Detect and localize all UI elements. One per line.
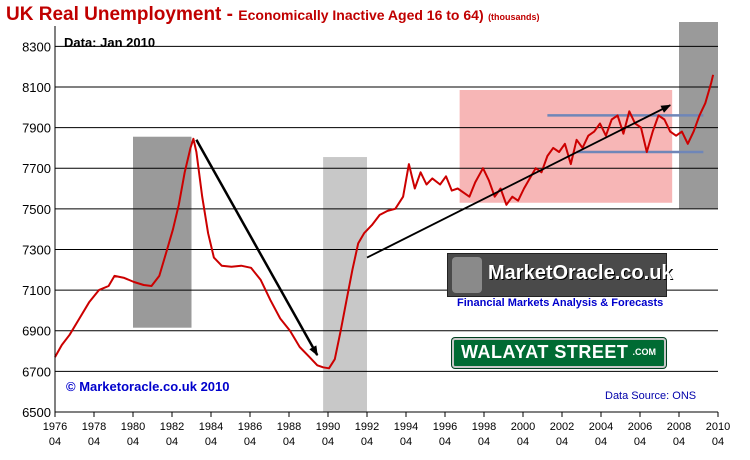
trend-arrow	[195, 139, 319, 356]
x-tick-label-year: 2002	[550, 421, 574, 433]
x-tick-label-quarter: 04	[205, 436, 217, 448]
thinker-statue-icon	[452, 257, 482, 293]
x-tick-label-quarter: 04	[49, 436, 61, 448]
x-tick-label-year: 1986	[238, 421, 262, 433]
x-tick-label-quarter: 04	[556, 436, 568, 448]
y-tick-label: 7100	[22, 283, 51, 298]
marketoracle-banner: MarketOracle.co.uk	[447, 253, 673, 297]
marketoracle-tagline: Financial Markets Analysis & Forecasts	[457, 297, 664, 309]
light-grey-period-box	[323, 157, 367, 412]
y-tick-label: 8100	[22, 80, 51, 95]
axis-layer: 6500 6700 6900 7100 7300 7500 7700 7900 8100 8300…	[22, 26, 730, 448]
x-tick-label-year: 1992	[355, 421, 379, 433]
x-tick-label-quarter: 04	[439, 436, 451, 448]
y-tick-label: 7500	[22, 202, 51, 217]
x-tick-label-quarter: 04	[673, 436, 685, 448]
x-tick-label-quarter: 04	[712, 436, 724, 448]
series-layer	[54, 74, 715, 370]
x-tick-label-year: 2004	[589, 421, 613, 433]
x-tick-label-year: 1996	[433, 421, 457, 433]
title-main: UK Real Unemployment -	[6, 4, 239, 25]
series-line	[54, 74, 715, 370]
y-tick-label: 7300	[22, 242, 51, 257]
x-tick-label-quarter: 04	[400, 436, 412, 448]
data-note: Data: Jan 2010	[64, 35, 156, 50]
y-tick-label: 6500	[22, 405, 51, 420]
y-tick-label: 8300	[22, 39, 51, 54]
x-tick-label-quarter: 04	[127, 436, 139, 448]
x-tick-label-year: 1994	[394, 421, 418, 433]
x-tick-label-year: 2006	[628, 421, 652, 433]
x-tick-label-quarter: 04	[244, 436, 256, 448]
x-tick-label-year: 1988	[277, 421, 301, 433]
x-tick-label-quarter: 04	[322, 436, 334, 448]
x-tick-label-quarter: 04	[478, 436, 490, 448]
arrow-layer	[195, 104, 672, 356]
x-tick-label-year: 1980	[121, 421, 145, 433]
title-subtitle: Economically Inactive Aged 16 to 64)	[238, 7, 484, 23]
x-tick-label-quarter: 04	[283, 436, 295, 448]
grey-period-box	[133, 136, 192, 328]
x-tick-label-year: 1998	[472, 421, 496, 433]
x-tick-label-quarter: 04	[88, 436, 100, 448]
x-tick-label-year: 2008	[667, 421, 691, 433]
y-tick-label: 7700	[22, 161, 51, 176]
x-tick-label-year: 1990	[316, 421, 340, 433]
marketoracle-logo: MarketOracle.co.uk Financial Markets Ana…	[447, 253, 673, 311]
annotation-layer	[133, 22, 718, 412]
x-tick-label-quarter: 04	[634, 436, 646, 448]
x-tick-label-quarter: 04	[517, 436, 529, 448]
x-tick-label-quarter: 04	[595, 436, 607, 448]
x-tick-label-year: 1976	[43, 421, 67, 433]
trend-arrow	[366, 104, 672, 259]
x-tick-label-year: 2010	[706, 421, 730, 433]
chart-title: UK Real Unemployment - Economically Inac…	[6, 4, 540, 26]
walayat-street-logo: WALAYAT STREET .COM	[452, 338, 666, 368]
x-tick-label-quarter: 04	[361, 436, 373, 448]
x-tick-label-year: 1978	[82, 421, 106, 433]
source-note: Data Source: ONS	[605, 390, 697, 402]
x-tick-label-year: 1982	[160, 421, 184, 433]
title-units: (thousands)	[488, 12, 540, 22]
walayat-logo-text: WALAYAT STREET	[461, 342, 629, 362]
x-tick-label-year: 1984	[199, 421, 223, 433]
x-tick-label-year: 2000	[511, 421, 535, 433]
y-tick-label: 6900	[22, 324, 51, 339]
marketoracle-logo-text: MarketOracle.co.uk	[488, 262, 673, 284]
y-tick-label: 6700	[22, 364, 51, 379]
x-tick-label-quarter: 04	[166, 436, 178, 448]
walayat-logo-suffix: .COM	[632, 347, 657, 357]
y-tick-label: 7900	[22, 121, 51, 136]
copyright-note: © Marketoracle.co.uk 2010	[66, 379, 230, 394]
